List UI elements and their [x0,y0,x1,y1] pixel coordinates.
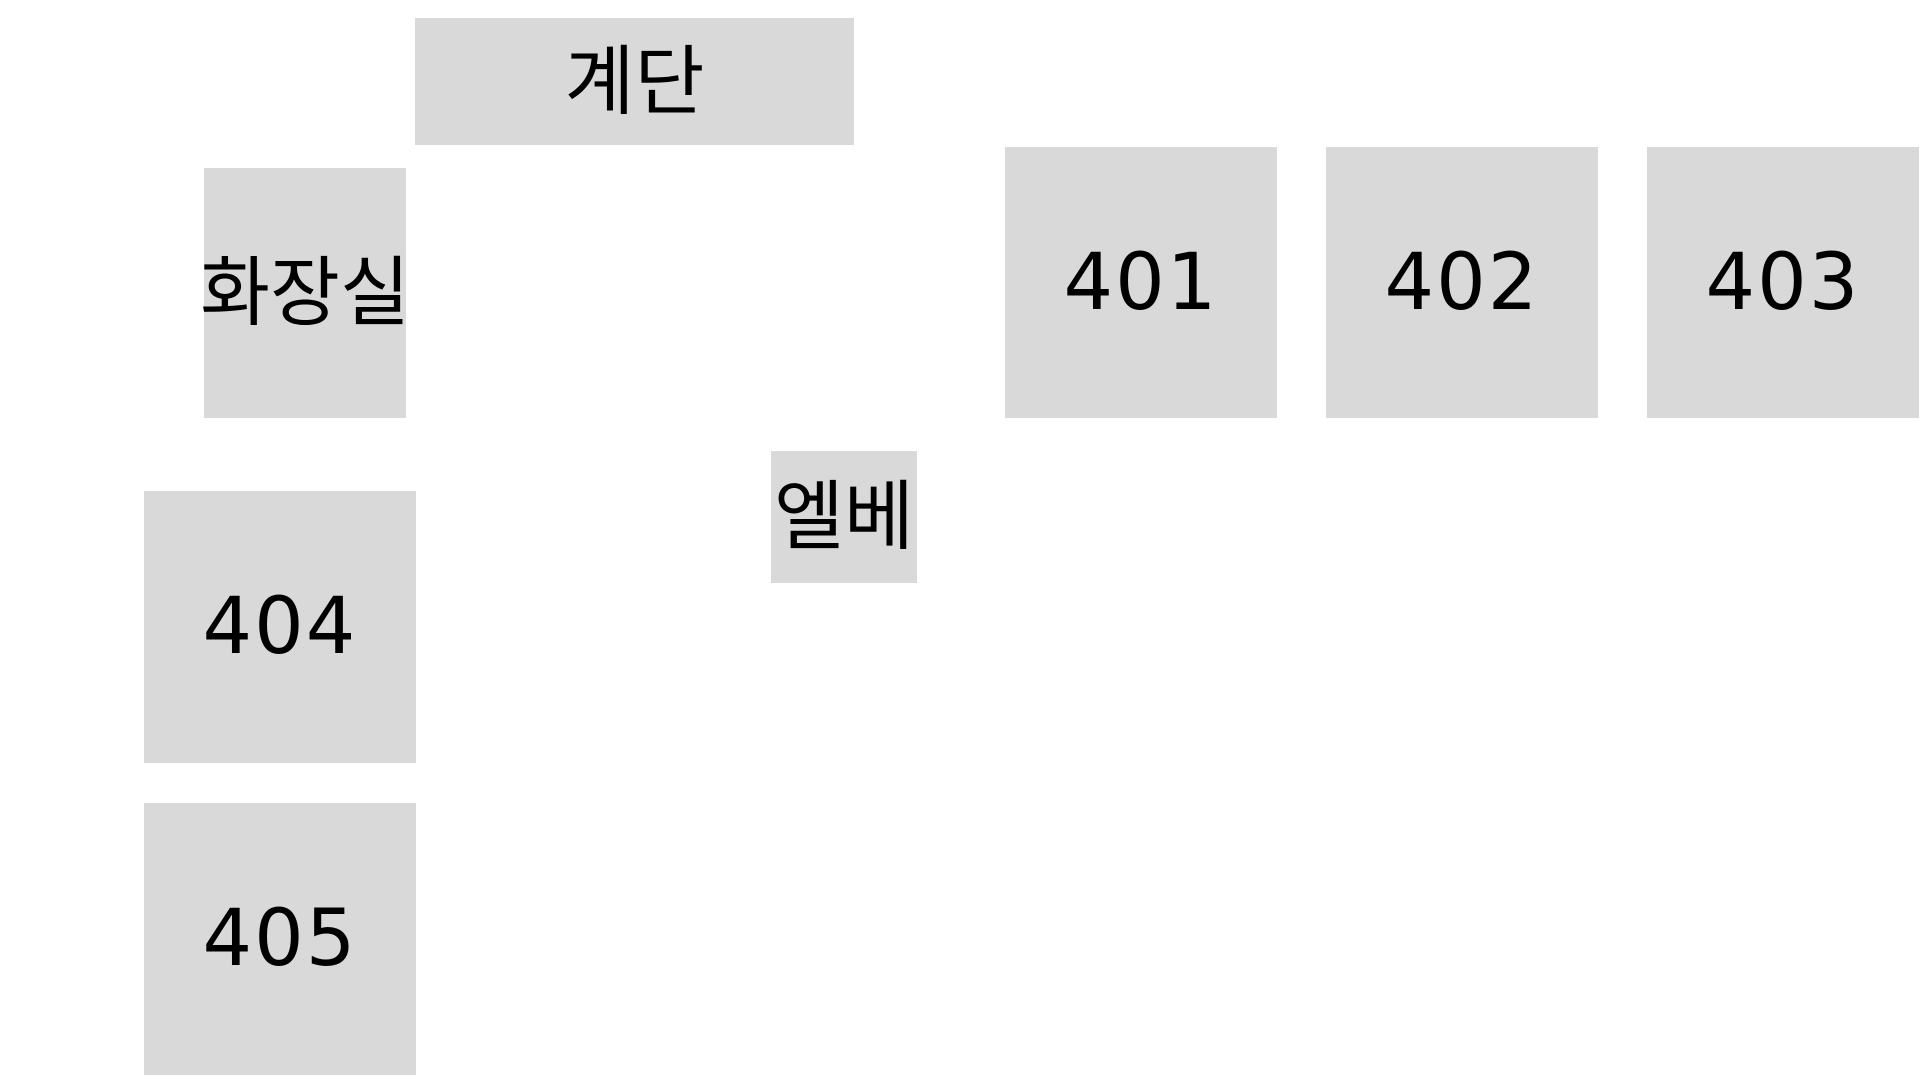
room-403-label: 403 [1705,237,1861,328]
elevator-label: 엘베 [774,472,914,561]
room-405-block[interactable]: 405 [144,803,416,1075]
room-405-label: 405 [202,894,358,984]
room-401-block[interactable]: 401 [1005,147,1277,418]
elevator-block[interactable]: 엘베 [771,451,917,583]
room-404-block[interactable]: 404 [144,491,416,763]
room-402-block[interactable]: 402 [1326,147,1598,418]
room-402-label: 402 [1384,237,1540,328]
restroom-label: 화장실 [200,248,410,337]
restroom-block[interactable]: 화장실 [200,168,410,418]
stairs-label: 계단 [564,36,705,126]
room-404-label: 404 [202,582,358,672]
room-403-block[interactable]: 403 [1647,147,1919,418]
stairs-block[interactable]: 계단 [415,18,854,145]
room-401-label: 401 [1063,237,1219,328]
